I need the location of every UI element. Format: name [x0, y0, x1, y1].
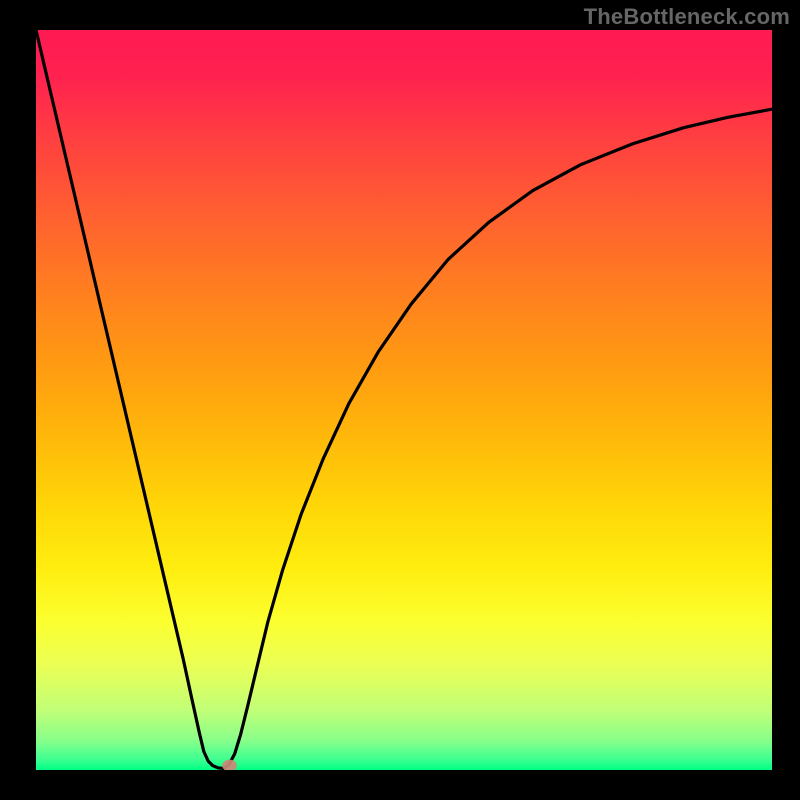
watermark-text: TheBottleneck.com	[584, 4, 790, 30]
optimal-point-marker	[222, 760, 237, 772]
plot-gradient-background	[36, 30, 772, 770]
bottleneck-chart	[0, 0, 800, 800]
chart-container: TheBottleneck.com	[0, 0, 800, 800]
